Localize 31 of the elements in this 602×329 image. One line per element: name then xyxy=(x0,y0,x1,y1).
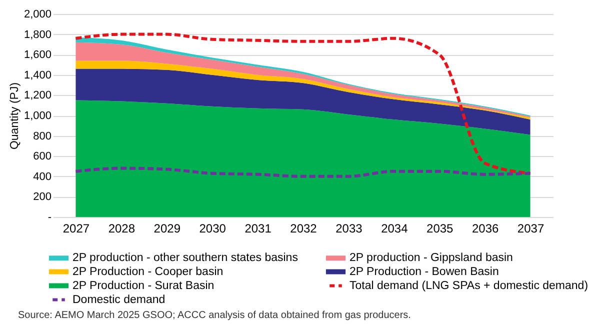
x-tick-label: 2036 xyxy=(472,222,499,236)
legend-label: 2P Production - Surat Basin xyxy=(72,280,214,292)
x-tick-label: 2030 xyxy=(199,222,226,236)
legend-label: 2P production - Gippsland basin xyxy=(350,252,513,264)
x-tick-label: 2027 xyxy=(62,222,90,236)
source-note: Source: AEMO March 2025 GSOO; ACCC analysis of data obtained from gas producers. xyxy=(18,310,412,321)
y-tick-label: 800 xyxy=(33,130,52,142)
y-tick-label: 400 xyxy=(33,170,52,183)
y-tick-label: 1,400 xyxy=(24,69,52,82)
y-tick-label: 600 xyxy=(33,150,52,163)
y-tick-label: 1,800 xyxy=(24,28,52,41)
legend-label: Total demand (LNG SPAs + domestic demand) xyxy=(350,280,588,292)
y-axis-title: Quantity (PJ) xyxy=(8,82,21,150)
x-tick-label: 2031 xyxy=(244,222,272,236)
x-tick-label: 2037 xyxy=(517,222,544,236)
x-tick-label: 2033 xyxy=(336,222,363,236)
x-tick-label: 2034 xyxy=(381,222,408,236)
x-tick-label: 2035 xyxy=(426,222,454,236)
x-tick-label: 2029 xyxy=(154,222,181,236)
y-tick-label: 200 xyxy=(33,191,52,204)
legend-label: Domestic demand xyxy=(72,294,166,306)
y-tick-label: 1,600 xyxy=(24,49,52,62)
y-tick-label: - xyxy=(48,212,52,224)
legend-label: 2P production - other southern states basins xyxy=(72,252,298,264)
legend-label: 2P Production - Bowen Basin xyxy=(350,266,499,278)
y-tick-label: 1,000 xyxy=(24,110,52,122)
x-tick-label: 2032 xyxy=(290,222,318,236)
x-tick-label: 2028 xyxy=(108,222,136,236)
legend-label: 2P Production - Cooper basin xyxy=(72,266,224,278)
y-tick-label: 1,200 xyxy=(24,90,52,102)
y-tick-label: 2,000 xyxy=(24,8,52,20)
